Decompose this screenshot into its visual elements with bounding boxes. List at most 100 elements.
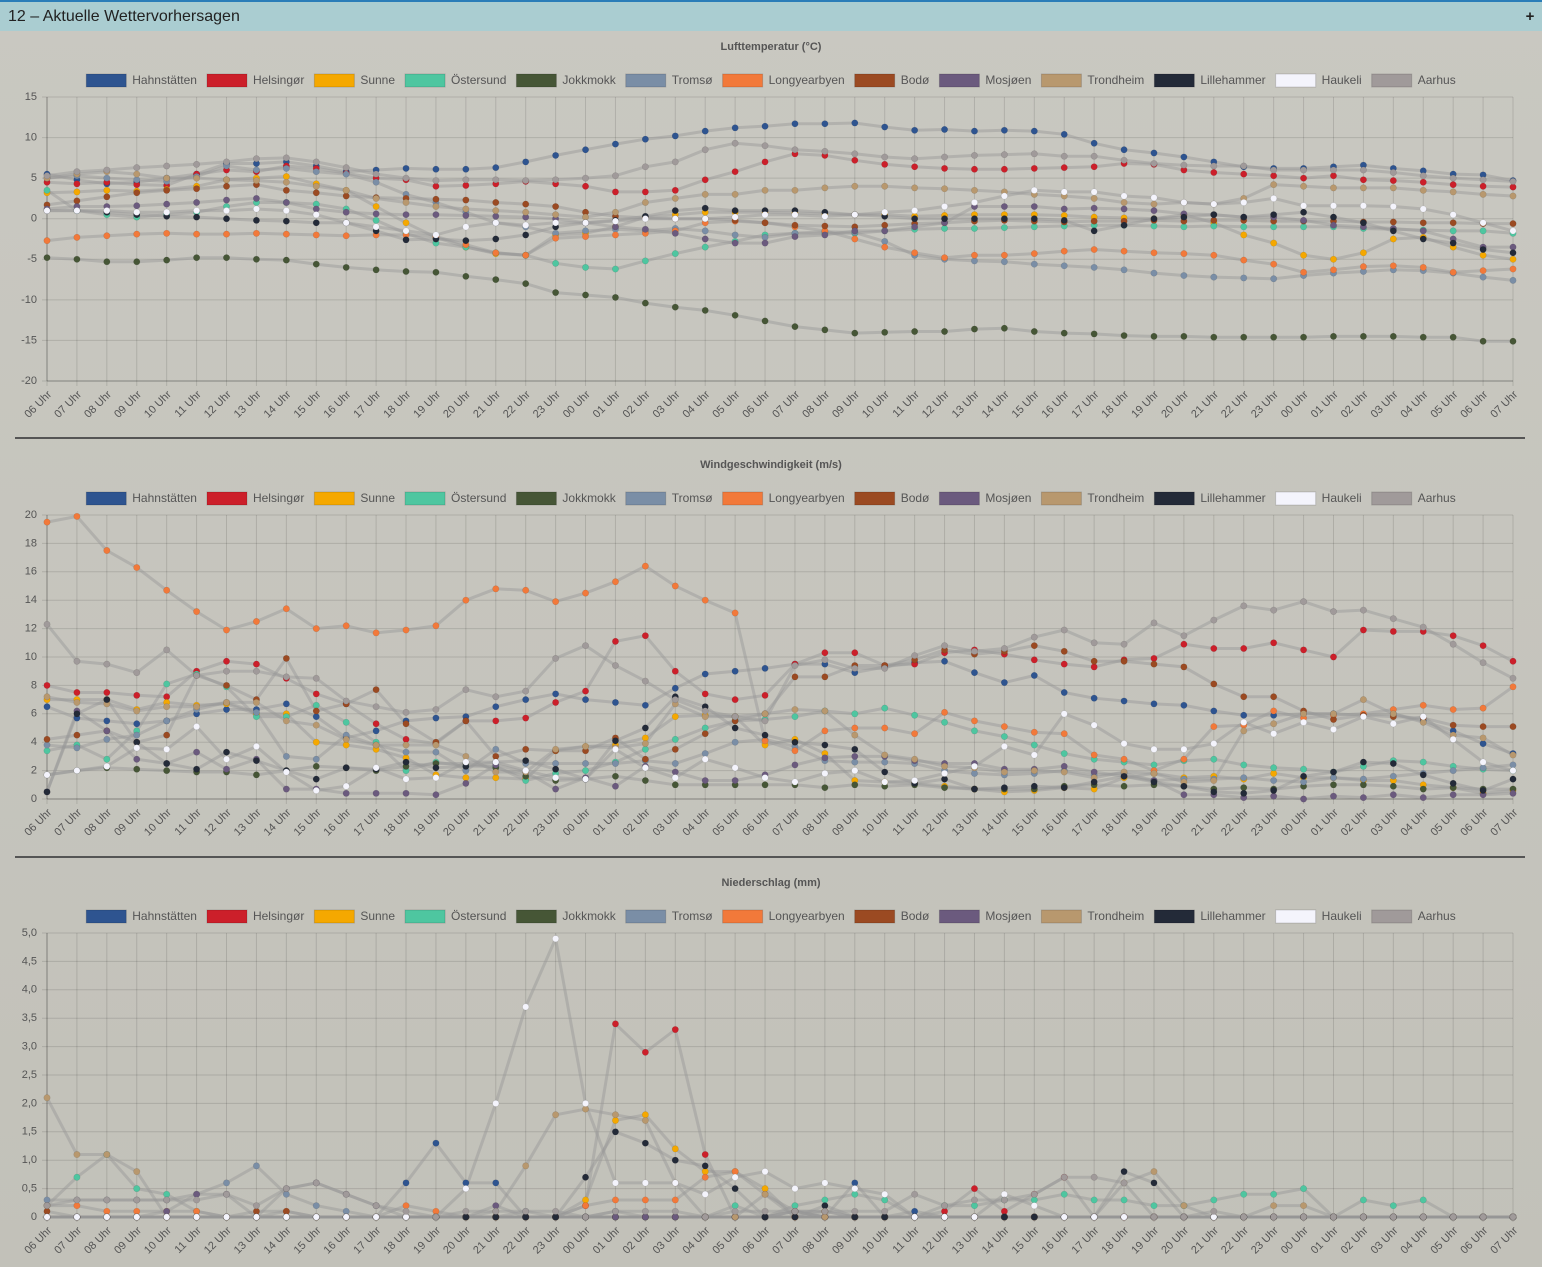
- legend-label: Haukeli: [1322, 491, 1362, 505]
- y-tick-label: 0,5: [22, 1183, 37, 1195]
- data-point: [1000, 215, 1008, 223]
- legend-label: Mosjøen: [985, 73, 1031, 87]
- data-point: [1120, 697, 1128, 705]
- data-point: [163, 229, 171, 237]
- data-point: [103, 660, 111, 668]
- legend-label: Trondheim: [1087, 909, 1144, 923]
- y-tick-label: 8: [31, 679, 37, 691]
- data-point: [1090, 1196, 1098, 1204]
- data-point: [791, 186, 799, 194]
- data-point: [1120, 192, 1128, 200]
- data-point: [761, 142, 769, 150]
- data-point: [372, 720, 380, 728]
- data-point: [462, 596, 470, 604]
- data-point: [312, 211, 320, 219]
- data-point: [1090, 639, 1098, 647]
- data-point: [282, 717, 290, 725]
- data-point: [1180, 213, 1188, 221]
- data-point: [193, 213, 201, 221]
- data-point: [1329, 184, 1337, 192]
- data-point: [552, 151, 560, 159]
- data-point: [941, 328, 949, 336]
- data-point: [970, 198, 978, 206]
- data-point: [1060, 710, 1068, 718]
- data-point: [641, 1048, 649, 1056]
- data-point: [851, 767, 859, 775]
- legend-label: Tromsø: [672, 491, 714, 505]
- data-point: [611, 208, 619, 216]
- data-point: [1180, 1213, 1188, 1221]
- data-point: [73, 233, 81, 241]
- y-tick-label: 2,5: [22, 1069, 37, 1081]
- data-point: [671, 781, 679, 789]
- data-point: [342, 232, 350, 240]
- data-point: [671, 186, 679, 194]
- legend-swatch: [722, 73, 764, 88]
- data-point: [582, 146, 590, 154]
- data-point: [342, 186, 350, 194]
- data-point: [522, 158, 530, 166]
- data-point: [73, 688, 81, 696]
- data-point: [881, 768, 889, 776]
- data-point: [731, 724, 739, 732]
- data-point: [193, 185, 201, 193]
- data-point: [522, 767, 530, 775]
- data-point: [1270, 693, 1278, 701]
- data-point: [970, 127, 978, 135]
- data-point: [1120, 782, 1128, 790]
- y-tick-label: 15: [25, 91, 37, 103]
- data-point: [103, 735, 111, 743]
- data-point: [342, 697, 350, 705]
- toggle-button[interactable]: +: [1526, 8, 1535, 25]
- data-point: [1000, 324, 1008, 332]
- data-point: [1060, 130, 1068, 138]
- data-point: [1359, 249, 1367, 257]
- data-point: [881, 704, 889, 712]
- data-point: [492, 249, 500, 257]
- data-point: [582, 696, 590, 704]
- data-point: [1359, 219, 1367, 227]
- data-point: [1359, 758, 1367, 766]
- y-tick-label: -15: [21, 334, 37, 346]
- data-point: [851, 1185, 859, 1193]
- data-point: [1270, 707, 1278, 715]
- data-point: [163, 174, 171, 182]
- data-point: [133, 707, 141, 715]
- data-point: [372, 764, 380, 772]
- data-point: [312, 707, 320, 715]
- data-point: [881, 160, 889, 168]
- data-point: [1180, 198, 1188, 206]
- data-point: [43, 1094, 51, 1102]
- data-point: [103, 717, 111, 725]
- series-line: [47, 1164, 1513, 1219]
- data-point: [761, 317, 769, 325]
- data-point: [402, 1179, 410, 1187]
- data-point: [1270, 1213, 1278, 1221]
- data-point: [73, 698, 81, 706]
- data-point: [1449, 227, 1457, 235]
- data-point: [761, 691, 769, 699]
- legend-swatch: [404, 73, 446, 88]
- data-point: [492, 164, 500, 172]
- data-point: [1150, 269, 1158, 277]
- data-point: [193, 1196, 201, 1204]
- data-point: [881, 1207, 889, 1215]
- data-point: [641, 215, 649, 223]
- data-point: [641, 755, 649, 763]
- data-point: [252, 194, 260, 202]
- data-point: [611, 217, 619, 225]
- data-point: [970, 151, 978, 159]
- data-point: [43, 1202, 51, 1210]
- data-point: [43, 788, 51, 796]
- data-point: [671, 735, 679, 743]
- data-point: [282, 605, 290, 613]
- data-point: [193, 765, 201, 773]
- data-point: [1479, 267, 1487, 275]
- data-point: [1000, 203, 1008, 211]
- data-point: [1389, 772, 1397, 780]
- data-point: [1240, 761, 1248, 769]
- data-point: [970, 215, 978, 223]
- data-point: [1180, 663, 1188, 671]
- data-point: [911, 215, 919, 223]
- data-point: [641, 188, 649, 196]
